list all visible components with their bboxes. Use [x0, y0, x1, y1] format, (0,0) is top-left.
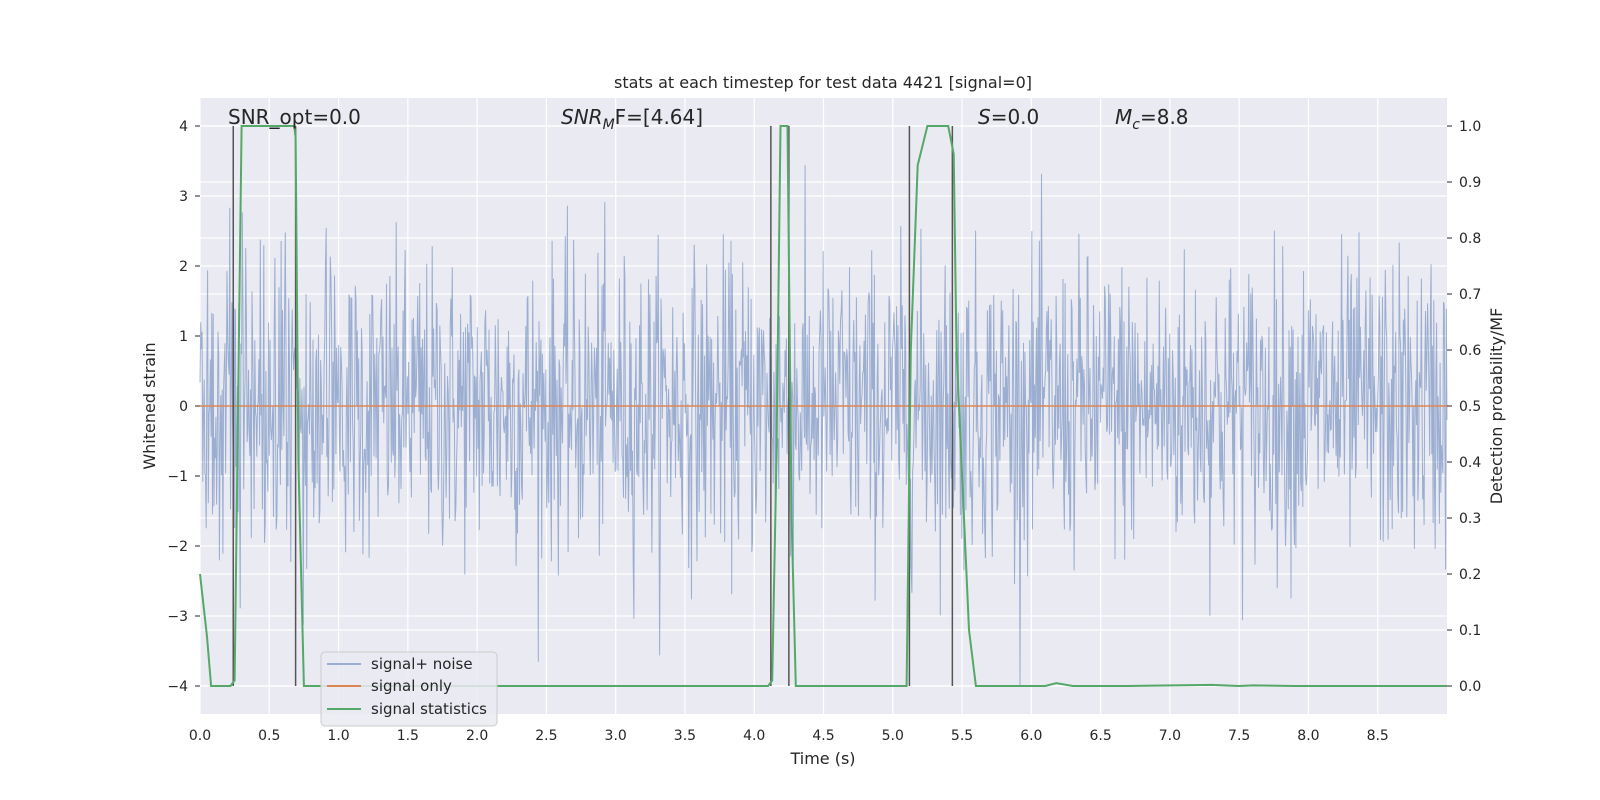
x-tick-label: 8.5 [1367, 728, 1389, 744]
legend: signal+ noise signal only signal statist… [320, 651, 498, 727]
x-tick-label: 1.0 [327, 728, 349, 744]
x-tick-label: 2.0 [466, 728, 488, 744]
x-axis-ticks: 0.0 0.5 1.0 1.5 2.0 2.5 3.0 3.5 4.0 4.5 5.0 5.5 6.0 6… [189, 728, 1389, 744]
y2-tick-label: 0.2 [1459, 567, 1481, 583]
x-tick-label: 3.5 [674, 728, 696, 744]
y2-tick-label: 0.7 [1459, 287, 1481, 303]
y-tick-label: 2 [179, 259, 188, 275]
y-tick-label: 0 [179, 399, 188, 415]
annotation-s: S=0.0 [978, 105, 1039, 129]
y-tick-label: 3 [179, 189, 188, 205]
signal-noise-line [199, 165, 1448, 687]
y2-tick-label: 0.1 [1459, 623, 1481, 639]
y2-tick-label: 0.3 [1459, 511, 1481, 527]
y-tick-label: −1 [167, 469, 188, 485]
chart-title: stats at each timestep for test data 442… [614, 73, 1032, 92]
legend-label-signal-statistics: signal statistics [371, 700, 487, 718]
x-tick-label: 7.5 [1228, 728, 1250, 744]
x-tick-label: 0.5 [258, 728, 280, 744]
series-signal-statistics [199, 125, 1447, 688]
x-axis-label: Time (s) [789, 749, 855, 768]
x-tick-label: 0.0 [189, 728, 211, 744]
x-tick-label: 7.0 [1159, 728, 1181, 744]
x-tick-label: 1.5 [397, 728, 419, 744]
y2-tick-label: 0.8 [1459, 231, 1481, 247]
x-tick-label: 6.0 [1020, 728, 1042, 744]
legend-label-signal-only: signal only [371, 677, 452, 695]
signal-statistics-line [199, 125, 1447, 688]
y2-tick-label: 0.5 [1459, 399, 1481, 415]
legend-label-signal-noise: signal+ noise [371, 655, 473, 673]
y2-tick-label: 0.0 [1459, 679, 1481, 695]
y-tick-label: −2 [167, 539, 188, 555]
x-tick-label: 5.0 [882, 728, 904, 744]
y-tick-label: 4 [179, 119, 188, 135]
y2-tick-label: 1.0 [1459, 119, 1481, 135]
x-tick-label: 6.5 [1089, 728, 1111, 744]
x-tick-label: 4.5 [812, 728, 834, 744]
y2-axis-label: Detection probability/MF [1487, 308, 1506, 505]
y-tick-label: −3 [167, 609, 188, 625]
y-tick-label: 1 [179, 329, 188, 345]
y-tick-label: −4 [167, 679, 188, 695]
x-tick-label: 3.0 [605, 728, 627, 744]
x-tick-label: 8.0 [1297, 728, 1319, 744]
annotation-snr-opt: SNR_opt=0.0 [228, 105, 361, 129]
y2-axis-ticks: 1.0 0.9 0.8 0.7 0.6 0.5 0.4 0.3 0.2 0.1 0.0 [1447, 119, 1481, 695]
y-axis-label: Whitened strain [140, 342, 159, 469]
y-axis-ticks: 4 3 2 1 0 −1 −2 −3 −4 [167, 119, 200, 695]
x-tick-label: 2.5 [535, 728, 557, 744]
y2-tick-label: 0.9 [1459, 175, 1481, 191]
x-tick-label: 5.5 [951, 728, 973, 744]
y2-tick-label: 0.4 [1459, 455, 1481, 471]
x-tick-label: 4.0 [743, 728, 765, 744]
y2-tick-label: 0.6 [1459, 343, 1481, 359]
annotation-snr-mf: SNRMF=[4.64] [561, 105, 703, 133]
legend-box [320, 651, 498, 727]
series-signal-noise [199, 165, 1448, 687]
annotation-mc: Mc=8.8 [1115, 105, 1189, 133]
